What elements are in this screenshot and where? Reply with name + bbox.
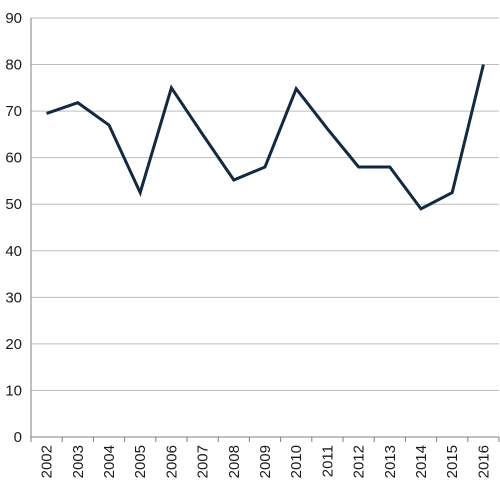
x-tick-label-2007: 2007	[195, 445, 212, 478]
x-tick-label-2014: 2014	[413, 445, 430, 478]
x-tick-label-2009: 2009	[257, 445, 274, 478]
axes	[30, 18, 500, 442]
x-tick-label-2005: 2005	[132, 445, 149, 478]
series-line-0	[46, 64, 485, 211]
y-tick-label-80: 80	[5, 57, 22, 74]
y-tick-label-10: 10	[5, 382, 22, 399]
y-tick-label-0: 0	[14, 429, 22, 446]
x-tick-label-2013: 2013	[382, 445, 399, 478]
y-tick-label-90: 90	[5, 10, 22, 27]
x-tick-label-2016: 2016	[475, 445, 492, 478]
x-tick-label-2010: 2010	[288, 445, 305, 478]
y-tick-labels: 0 10 20 30 40 50 60 70 80 90	[5, 10, 22, 446]
y-tick-label-70: 70	[5, 103, 22, 120]
x-tick-label-2008: 2008	[226, 445, 243, 478]
x-tick-label-2006: 2006	[163, 445, 180, 478]
x-tick-label-2003: 2003	[70, 445, 87, 478]
x-tick-labels: 2002 2003 2004 2005 2006 2007 2008 2009 2010 2011…	[39, 445, 493, 478]
y-tick-label-50: 50	[5, 196, 22, 213]
x-tick-label-2011: 2011	[319, 445, 336, 477]
y-tick-label-20: 20	[5, 336, 22, 353]
x-tick-label-2002: 2002	[39, 445, 56, 478]
series	[46, 64, 485, 211]
y-tick-label-30: 30	[5, 289, 22, 306]
y-tick-label-40: 40	[5, 243, 22, 260]
x-tick-label-2004: 2004	[101, 445, 118, 478]
y-tick-label-60: 60	[5, 150, 22, 167]
x-tick-label-2015: 2015	[444, 445, 461, 478]
gridlines	[31, 17, 499, 391]
x-tick-label-2012: 2012	[351, 445, 368, 478]
